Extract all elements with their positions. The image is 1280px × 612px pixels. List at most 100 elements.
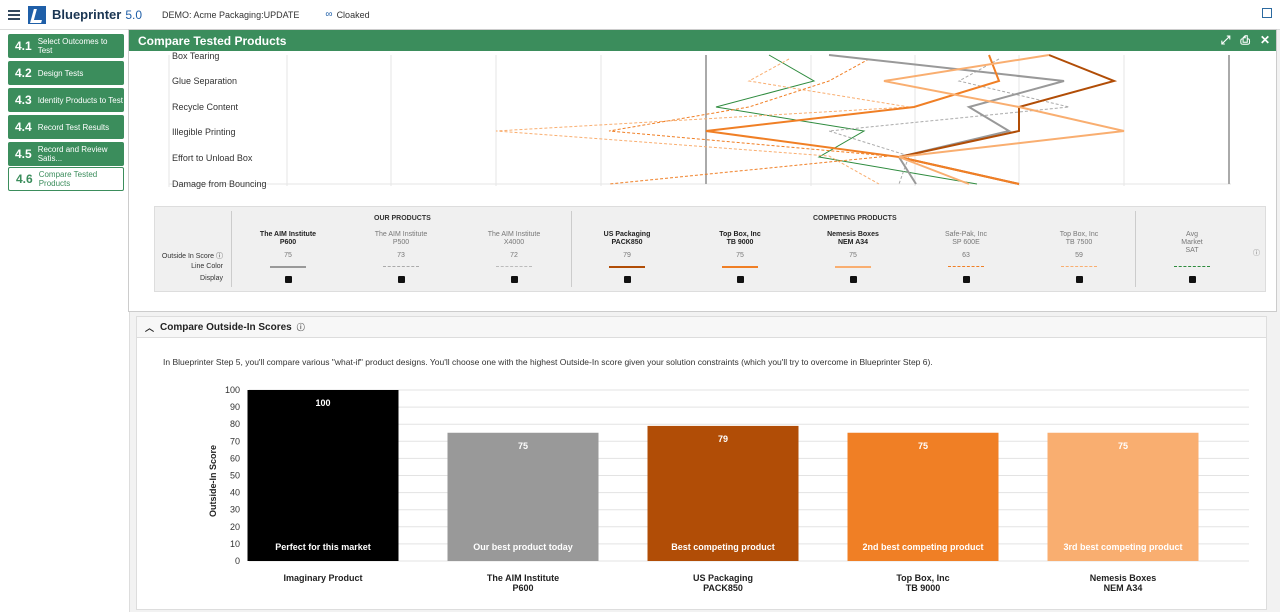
display-checkbox[interactable] (624, 276, 631, 283)
legend-product-column: Nemesis Boxes NEM A34 75 (798, 231, 908, 283)
product-model: P500 (392, 239, 410, 246)
y-tick-label: 0 (235, 556, 240, 566)
step-label: Compare Tested Products (38, 170, 98, 188)
section-title: Compare Outside-In Scores (160, 321, 292, 333)
menu-icon[interactable] (8, 8, 20, 22)
step-4-4[interactable]: 4.4 Record Test Results (8, 115, 124, 139)
line-color-label: Line Color (191, 263, 223, 270)
expand-icon[interactable] (1262, 8, 1272, 18)
cloak-status[interactable]: ∞ Cloaked (325, 9, 369, 20)
outcome-label: Recycle Content (172, 102, 239, 112)
expand-icon[interactable]: ⤢ (1220, 33, 1231, 47)
step-label: Record Test Results (37, 122, 110, 132)
product-score: 75 (849, 252, 857, 259)
step-4-1[interactable]: 4.1 Select Outcomes to Test (8, 34, 124, 58)
panel-header: Compare Tested Products ⤢ ⎙ ✕ (129, 30, 1276, 51)
step-label: Select Outcomes to Test (37, 37, 108, 55)
bar (247, 390, 399, 561)
product-score: 75 (736, 252, 744, 259)
step-number: 4.6 (16, 172, 33, 186)
compare-panel: Compare Tested Products ⤢ ⎙ ✕ Box Tearin… (128, 29, 1277, 312)
step-label: Design Tests (37, 68, 84, 78)
display-label: Display (200, 275, 223, 282)
x-category-label: NEM A34 (1104, 583, 1143, 593)
line-color-swatch[interactable] (496, 266, 532, 270)
bar-value-label: 75 (918, 441, 928, 451)
product-extra: SAT (1185, 247, 1199, 254)
product-score: 63 (962, 252, 970, 259)
product-brand: Top Box, Inc (719, 231, 761, 238)
step-number: 4.3 (15, 93, 32, 107)
intro-text: In Blueprinter Step 5, you'll compare va… (163, 357, 933, 367)
y-tick-label: 80 (230, 419, 240, 429)
product-brand: The AIM Institute (259, 231, 317, 238)
step-number: 4.1 (15, 39, 32, 53)
line-color-swatch[interactable] (1174, 266, 1210, 270)
sidebar: 4.1 Select Outcomes to Test 4.2 Design Tes… (0, 30, 130, 612)
step-4-2[interactable]: 4.2 Design Tests (8, 61, 124, 85)
chevron-up-icon[interactable]: ︿ (145, 322, 155, 333)
legend-product-column: Safe-Pak, Inc SP 600E 63 (911, 231, 1021, 283)
project-name[interactable]: DEMO: Acme Packaging:UPDATE (162, 9, 300, 20)
outcome-label: Illegible Printing (172, 127, 236, 137)
info-icon[interactable]: ⓘ (216, 253, 223, 260)
bar (647, 425, 799, 561)
display-checkbox[interactable] (737, 276, 744, 283)
x-category-label: US Packaging (693, 573, 753, 583)
step-4-6[interactable]: 4.6 Compare Tested Products (8, 167, 124, 191)
step-4-3[interactable]: 4.3 Identity Products to Test (8, 88, 124, 112)
display-checkbox[interactable] (850, 276, 857, 283)
step-4-5[interactable]: 4.5 Record and Review Satis... (8, 142, 124, 166)
close-icon[interactable]: ✕ (1259, 33, 1270, 47)
x-category-label: P600 (512, 583, 533, 593)
display-checkbox[interactable] (511, 276, 518, 283)
display-checkbox[interactable] (398, 276, 405, 283)
line-color-swatch[interactable] (383, 266, 419, 270)
profile-line-chart (168, 54, 1231, 187)
section-header[interactable]: ︿ Compare Outside-In Scores ⓘ (137, 317, 1266, 338)
display-checkbox[interactable] (285, 276, 292, 283)
product-model: P600 (279, 239, 297, 246)
app-title: Blueprinter (52, 7, 122, 22)
bar (847, 432, 999, 561)
product-brand: US Packaging (603, 231, 651, 238)
y-tick-label: 30 (230, 505, 240, 515)
line-color-swatch[interactable] (722, 266, 758, 270)
logo-icon (28, 5, 46, 24)
info-icon[interactable]: ⓘ (296, 322, 305, 332)
outcome-label: Damage from Bouncing (172, 179, 267, 189)
y-axis-label: Outside-In Score (208, 445, 218, 517)
y-tick-label: 40 (230, 488, 240, 498)
y-tick-label: 50 (230, 471, 240, 481)
line-color-swatch[interactable] (609, 266, 645, 270)
bar-value-label: 75 (1118, 441, 1128, 451)
product-model: Market (1181, 239, 1203, 246)
info-icon[interactable]: ⓘ (1253, 250, 1260, 257)
x-category-label: The AIM Institute (487, 573, 559, 583)
display-checkbox[interactable] (963, 276, 970, 283)
top-bar: Blueprinter 5.0 DEMO: Acme Packaging:UPD… (0, 0, 1280, 30)
bar (447, 432, 599, 561)
product-brand: The AIM Institute (487, 231, 541, 238)
line-color-swatch[interactable] (948, 266, 984, 270)
x-category-label: Imaginary Product (283, 573, 362, 583)
legend-product-column: Top Box, Inc TB 9000 75 (685, 231, 795, 283)
y-tick-label: 60 (230, 453, 240, 463)
legend-product-column: Top Box, Inc TB 7500 59 (1024, 231, 1134, 283)
display-checkbox[interactable] (1076, 276, 1083, 283)
print-icon[interactable]: ⎙ (1240, 33, 1250, 47)
x-category-label: PACK850 (703, 583, 743, 593)
product-brand: Nemesis Boxes (827, 231, 879, 238)
product-score: 75 (284, 252, 292, 259)
product-brand: Avg (1186, 231, 1198, 238)
line-color-swatch[interactable] (1061, 266, 1097, 270)
x-category-label: Nemesis Boxes (1090, 573, 1157, 583)
step-label: Record and Review Satis... (37, 145, 108, 163)
line-color-swatch[interactable] (270, 266, 306, 270)
product-model: X4000 (503, 239, 525, 246)
line-color-swatch[interactable] (835, 266, 871, 270)
product-model: TB 9000 (726, 239, 754, 246)
x-category-label: Top Box, Inc (896, 573, 949, 583)
product-brand: The AIM Institute (374, 231, 428, 238)
display-checkbox[interactable] (1189, 276, 1196, 283)
